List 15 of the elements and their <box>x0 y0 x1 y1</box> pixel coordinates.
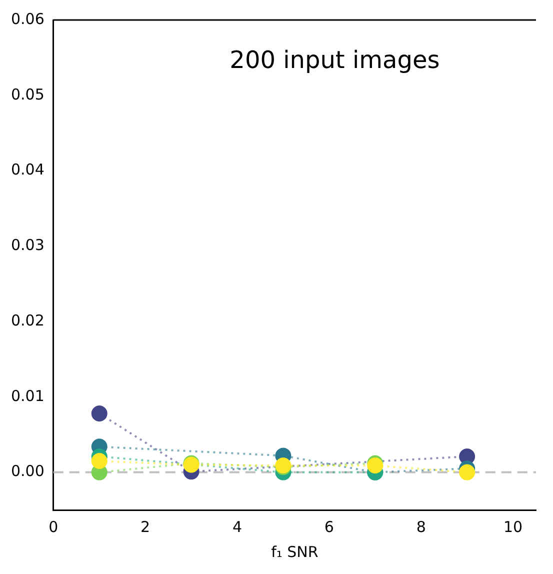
x-tick-label: 0 <box>48 518 58 536</box>
x-tick-label: 8 <box>416 518 426 536</box>
annotation: 200 input images <box>230 46 440 74</box>
y-tick-label: 0.06 <box>10 10 44 28</box>
x-axis-title: f₁ SNR <box>271 542 318 561</box>
x-tick-label: 6 <box>324 518 334 536</box>
y-tick-label: 0.05 <box>10 85 44 104</box>
y-tick-label: 0.04 <box>10 160 44 179</box>
x-tick-label: 4 <box>232 518 242 536</box>
x-tick-label: 2 <box>140 518 150 536</box>
y-tick-label: 0.02 <box>10 311 44 330</box>
y-tick-label: 0.01 <box>10 386 44 405</box>
y-tick-label: 0.00 <box>10 462 44 480</box>
y-tick-label: 0.03 <box>10 236 44 254</box>
x-tick-label: 10 <box>503 518 523 536</box>
